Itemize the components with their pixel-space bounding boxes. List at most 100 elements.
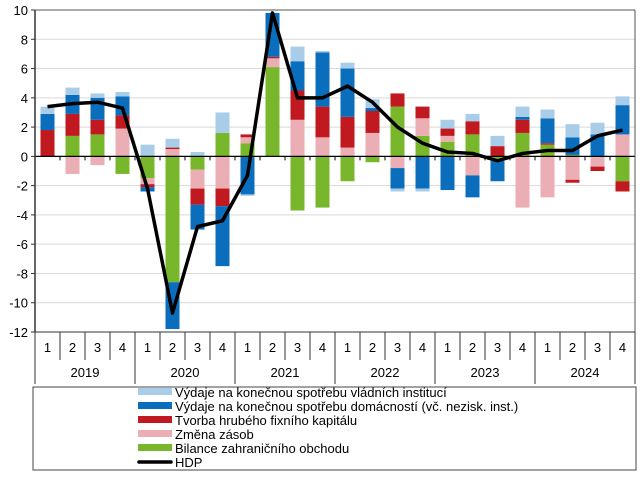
bar-segment	[215, 188, 230, 207]
bar-segment	[465, 121, 480, 135]
quarter-label: 2	[469, 340, 476, 355]
y-axis: -12 -10 -8 -6 -4 -2 0 2 4 6 8 10	[9, 3, 636, 340]
year-label: 2021	[271, 365, 300, 380]
bar-segment	[290, 119, 305, 157]
bar-segment	[590, 166, 605, 171]
bar-segment	[115, 128, 130, 157]
hdp-series-line	[47, 11, 623, 315]
bar-segment	[565, 156, 580, 180]
bar-segment	[65, 156, 80, 174]
bar-segment	[165, 156, 180, 283]
bar-segment	[40, 106, 55, 114]
bar-segment	[490, 156, 505, 160]
year-label: 2022	[371, 365, 400, 380]
bar-segment	[415, 106, 430, 119]
bar-segment	[440, 135, 455, 142]
bar-segment	[615, 96, 630, 106]
bar-segment	[240, 134, 255, 138]
bar-segment	[215, 156, 230, 189]
bar-segment	[240, 194, 255, 196]
bar-segment	[240, 137, 255, 144]
bar-segment	[215, 132, 230, 157]
bar-segment	[265, 56, 280, 59]
bar-segment	[490, 160, 505, 182]
year-label: 2020	[171, 365, 200, 380]
quarter-label: 2	[169, 340, 176, 355]
bar-segment	[115, 96, 130, 116]
y-tick-label: -4	[16, 208, 28, 223]
bar-segment	[90, 134, 105, 157]
bar-segment	[490, 146, 505, 157]
quarter-label: 3	[494, 340, 501, 355]
bar-segment	[340, 156, 355, 182]
bar-segment	[190, 151, 205, 157]
quarter-label: 1	[444, 340, 451, 355]
bar-segment	[290, 46, 305, 62]
bar-segment	[340, 62, 355, 69]
quarter-label: 4	[319, 340, 326, 355]
quarter-label: 1	[544, 340, 551, 355]
quarter-label: 1	[44, 340, 51, 355]
quarter-label: 3	[594, 340, 601, 355]
y-tick-label: -12	[9, 325, 28, 340]
gridlines	[35, 38, 635, 304]
bar-segment	[365, 108, 380, 111]
y-tick-label: 2	[21, 120, 28, 135]
y-tick-label: 4	[21, 91, 28, 106]
quarter-label: 4	[119, 340, 126, 355]
bar-segment	[340, 68, 355, 117]
quarter-label: 3	[394, 340, 401, 355]
y-tick-label: 0	[21, 149, 28, 164]
bar-segment	[140, 144, 155, 157]
bar-segment	[390, 93, 405, 107]
bar-segment	[615, 134, 630, 157]
bar-segment	[315, 106, 330, 138]
bar-segment	[115, 91, 130, 97]
bar-segment	[290, 156, 305, 211]
year-label: 2019	[71, 365, 100, 380]
quarter-label: 1	[144, 340, 151, 355]
quarter-label: 2	[369, 340, 376, 355]
bar-segment	[390, 156, 405, 169]
legend-label: Výdaje na konečnou spotřebu vládních ins…	[175, 385, 447, 400]
bar-segment	[515, 132, 530, 157]
quarter-label: 1	[344, 340, 351, 355]
bar-segment	[340, 147, 355, 157]
bar-segment	[390, 188, 405, 192]
bar-segment	[165, 149, 180, 157]
bar-segment	[490, 135, 505, 147]
bar-segment	[540, 143, 555, 145]
quarter-label: 3	[294, 340, 301, 355]
bar-segment	[590, 156, 605, 167]
bar-segment	[365, 156, 380, 163]
bar-segment	[415, 188, 430, 192]
quarter-label: 2	[569, 340, 576, 355]
quarter-label: 4	[519, 340, 526, 355]
legend-swatch	[138, 416, 172, 423]
bar-segment	[540, 109, 555, 119]
quarter-label: 2	[69, 340, 76, 355]
quarter-label: 2	[269, 340, 276, 355]
y-tick-label: -2	[16, 179, 28, 194]
y-tick-label: 10	[14, 3, 28, 18]
legend-swatch	[138, 444, 172, 451]
bar-segment	[315, 52, 330, 107]
bar-segment	[265, 58, 280, 68]
legend-swatch	[138, 388, 172, 395]
quarter-label: 4	[219, 340, 226, 355]
bar-segment	[90, 119, 105, 135]
bar-segment	[515, 106, 530, 117]
bar-segment	[515, 116, 530, 120]
bar-segment	[465, 113, 480, 122]
bar-segment	[590, 122, 605, 135]
legend-label: Změna zásob	[175, 427, 254, 442]
y-tick-label: 6	[21, 62, 28, 77]
bar-segment	[165, 138, 180, 148]
bar-segment	[615, 181, 630, 192]
bar-segment	[565, 124, 580, 138]
bar-segment	[615, 105, 630, 135]
year-label: 2024	[571, 365, 600, 380]
legend-label: Tvorba hrubého fixního kapitálu	[175, 413, 357, 428]
bar-segment	[365, 110, 380, 133]
